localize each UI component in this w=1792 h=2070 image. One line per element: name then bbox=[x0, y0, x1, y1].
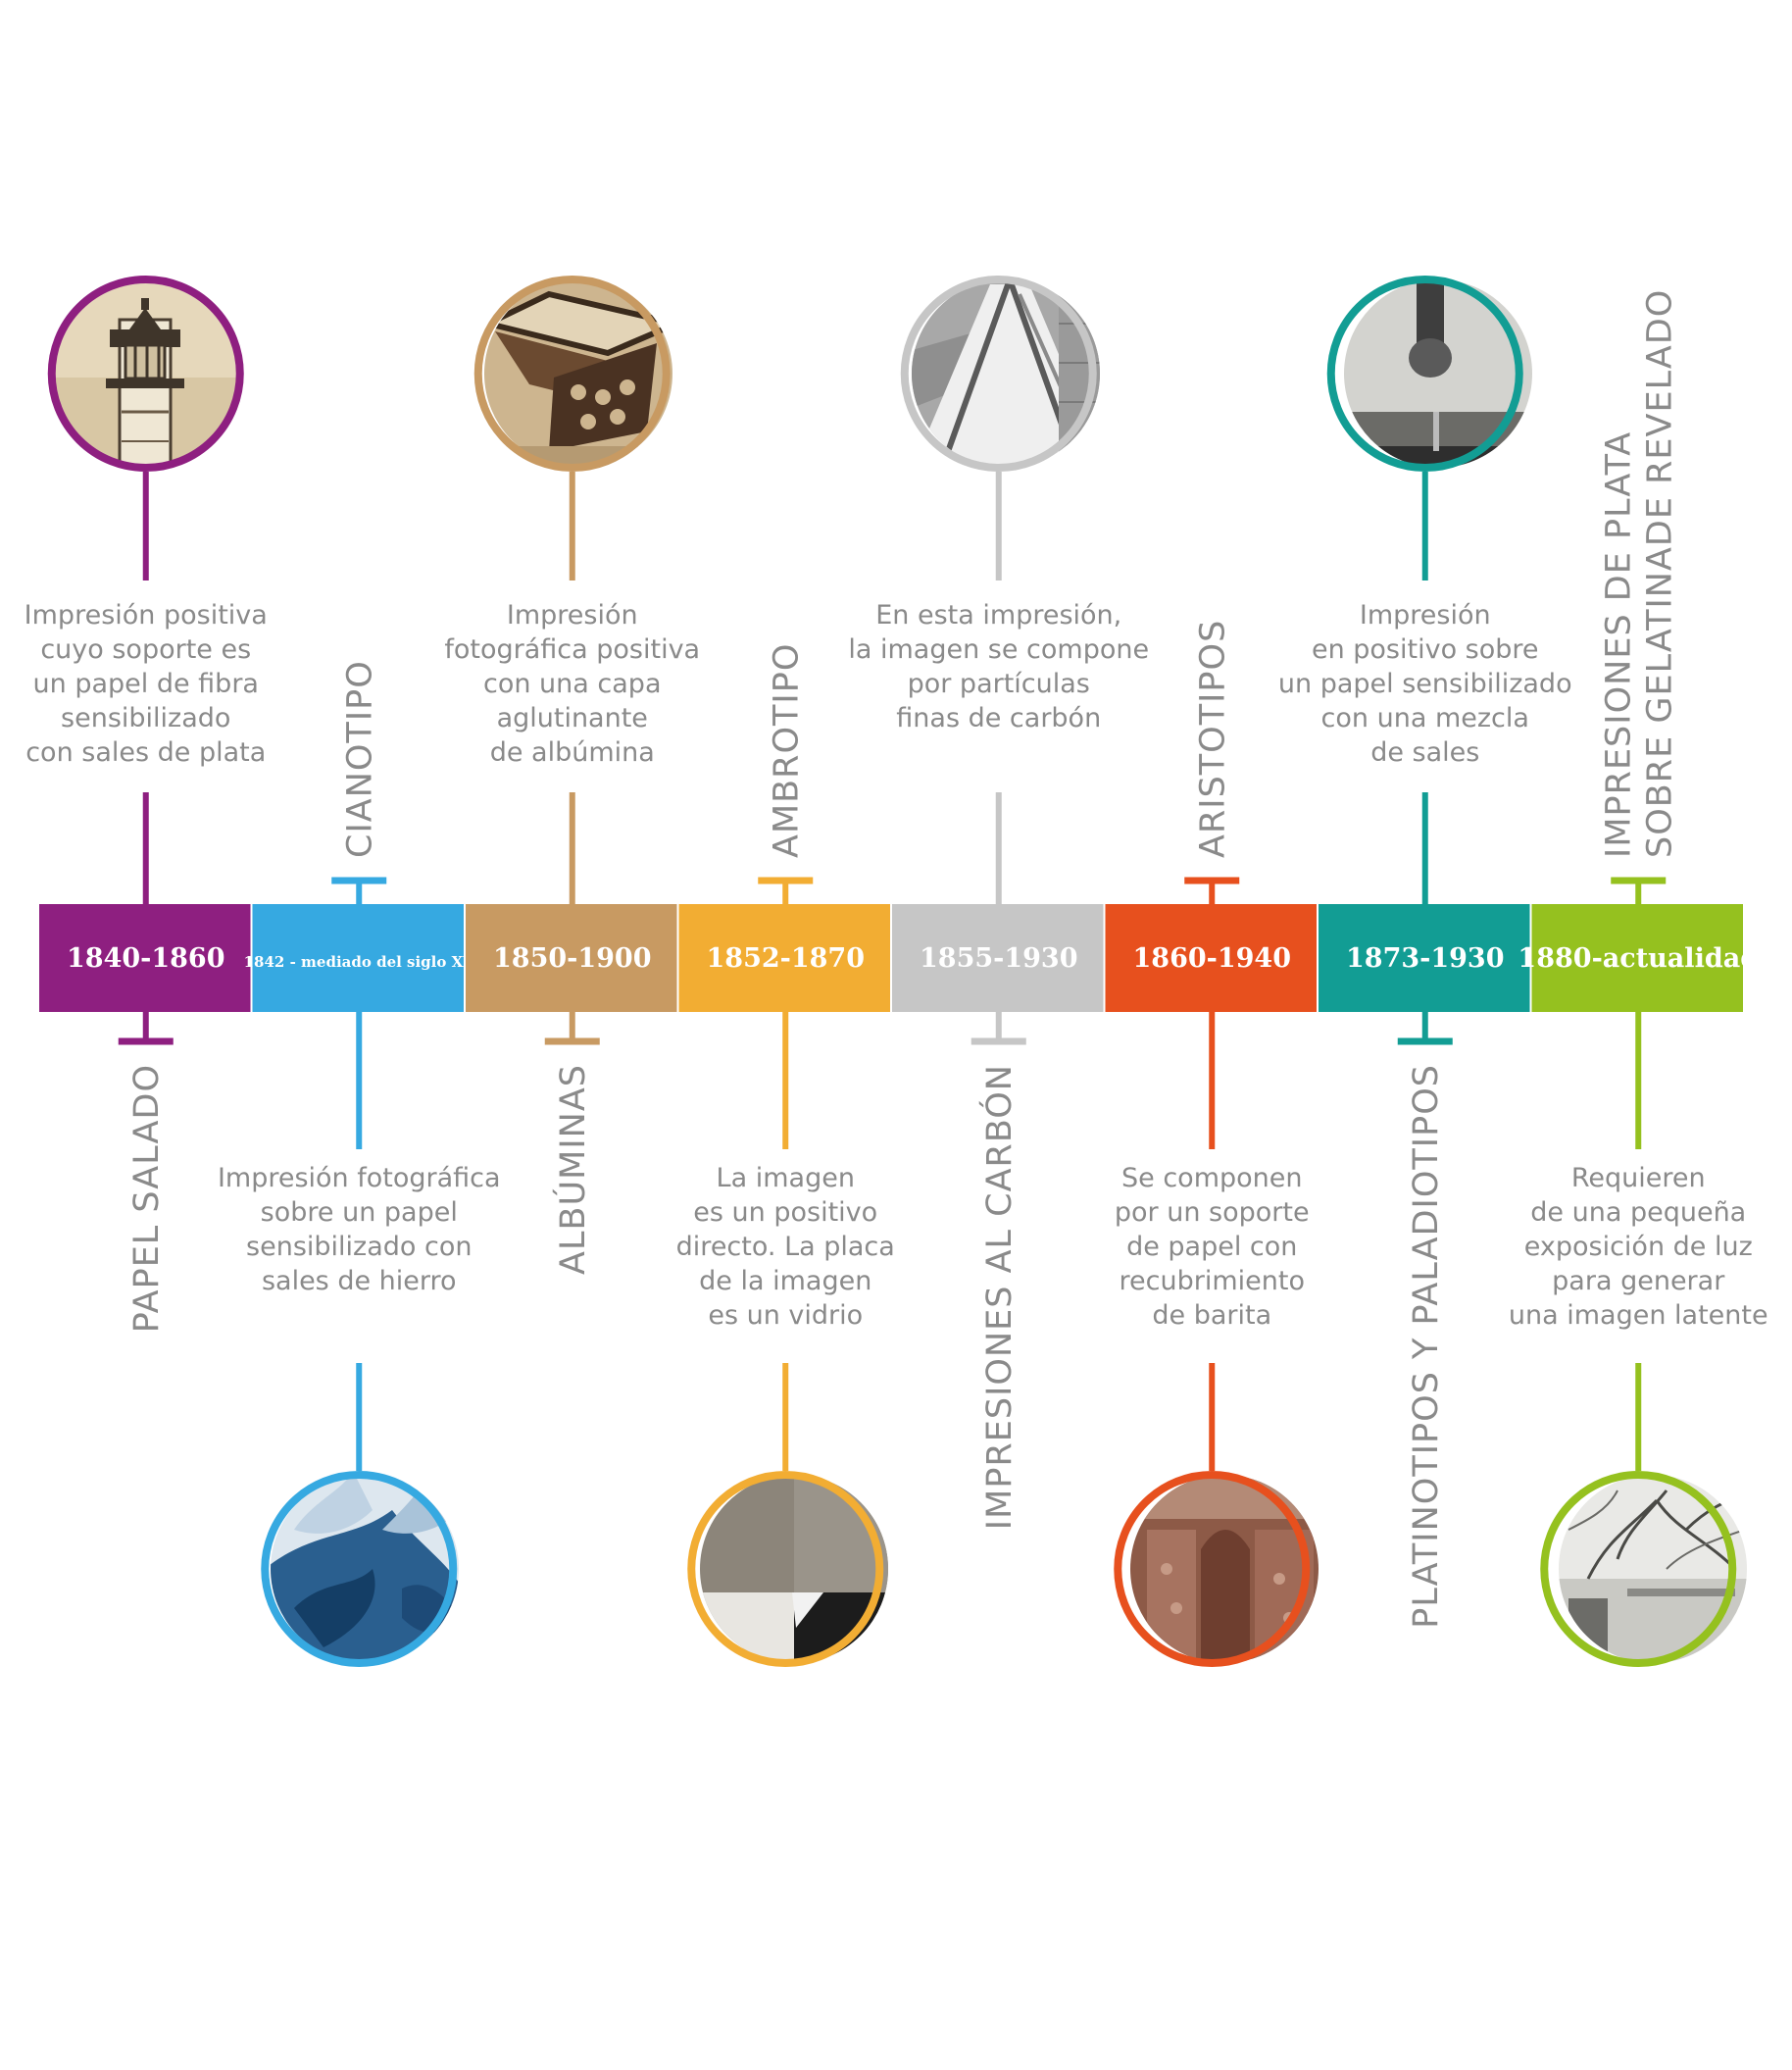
date-segment bbox=[678, 904, 890, 1012]
photo-ring bbox=[1114, 1471, 1311, 1667]
technique-name: ARISTOTIPOS bbox=[1193, 620, 1232, 858]
description-text: Se componen por un soporte de papel con rec… bbox=[1115, 1163, 1310, 1331]
date-label: 1840-1860 bbox=[67, 943, 225, 974]
date-label: 1842 - mediado del siglo XX bbox=[244, 953, 475, 971]
timeline-item-platinotipos-y-paladiotipos: 1873-1930 Impresión en positivo sobre un pa… bbox=[1278, 276, 1572, 1629]
photo-ring bbox=[47, 276, 244, 472]
date-segment bbox=[466, 904, 677, 1012]
photo-ring bbox=[473, 276, 671, 472]
timeline-item-albuminas: 1850-1900 Impresión fotográfica positiva co… bbox=[444, 276, 700, 1275]
date-segment bbox=[1105, 904, 1317, 1012]
date-segment bbox=[252, 904, 464, 1012]
photo-papel-salado bbox=[51, 279, 239, 468]
description-text: Impresión positiva cuyo soporte es un pape… bbox=[25, 600, 268, 768]
technique-name: IMPRESIONES AL CARBÓN bbox=[978, 1064, 1020, 1530]
technique-name: CIANOTIPO bbox=[340, 660, 379, 858]
date-label: 1880-actualidad bbox=[1518, 943, 1759, 974]
technique-name: SOBRE GELATINADE REVELADO bbox=[1640, 289, 1679, 858]
description-text: En esta impresión, la imagen se compone po… bbox=[848, 600, 1149, 733]
timeline-item-ambrotipo: 1852-1870 La imagen es un positivo directo.… bbox=[676, 643, 895, 1667]
timeline-item-aristotipos: 1860-1940 Se componen por un soporte de pap… bbox=[1105, 620, 1317, 1667]
timeline-marks: 1840-1860 Impresión positiva cuyo soporte … bbox=[25, 276, 1768, 1667]
photo-ring bbox=[687, 1471, 884, 1667]
photo-albuminas bbox=[484, 279, 672, 468]
technique-name: PLATINOTIPOS Y PALADIOTIPOS bbox=[1407, 1064, 1446, 1629]
description-text: Impresión fotográfica sobre un papel sensi… bbox=[218, 1163, 501, 1296]
timeline-item-impresiones-al-carbon: 1855-1930 En esta impresión, la imagen se … bbox=[848, 276, 1149, 1530]
technique-name: ALBÚMINAS bbox=[552, 1064, 593, 1275]
photo-ring bbox=[1326, 276, 1523, 472]
date-segment bbox=[1531, 904, 1743, 1012]
date-label: 1852-1870 bbox=[707, 943, 866, 974]
date-segment bbox=[1319, 904, 1530, 1012]
photo-ring bbox=[900, 276, 1097, 472]
description-text: La imagen es un positivo directo. La placa… bbox=[676, 1163, 895, 1331]
date-segment bbox=[39, 904, 251, 1012]
technique-name: IMPRESIONES DE PLATA bbox=[1599, 431, 1638, 858]
date-label: 1855-1930 bbox=[920, 943, 1078, 974]
date-segment bbox=[892, 904, 1104, 1012]
technique-name: PAPEL SALADO bbox=[127, 1064, 167, 1333]
date-label: 1850-1900 bbox=[493, 943, 652, 974]
timeline-item-cianotipo: 1842 - mediado del siglo XX Impresión fot… bbox=[218, 660, 501, 1667]
photo-ring bbox=[1540, 1471, 1737, 1667]
photo-ring bbox=[261, 1471, 458, 1667]
date-label: 1860-1940 bbox=[1133, 943, 1292, 974]
description-text: Impresión fotográfica positiva con una cap… bbox=[444, 600, 700, 768]
technique-name: AMBROTIPO bbox=[767, 643, 806, 858]
date-label: 1873-1930 bbox=[1346, 943, 1505, 974]
timeline-item-impresiones-de-plata-sobre-gelatinade-revelado: 1880-actualidad Requieren de una pequeña ex… bbox=[1509, 289, 1768, 1667]
timeline-item-papel-salado: 1840-1860 Impresión positiva cuyo soporte … bbox=[25, 276, 268, 1333]
description-text: Impresión en positivo sobre un papel sensi… bbox=[1278, 600, 1572, 768]
description-text: Requieren de una pequeña exposición de luz… bbox=[1509, 1163, 1768, 1331]
